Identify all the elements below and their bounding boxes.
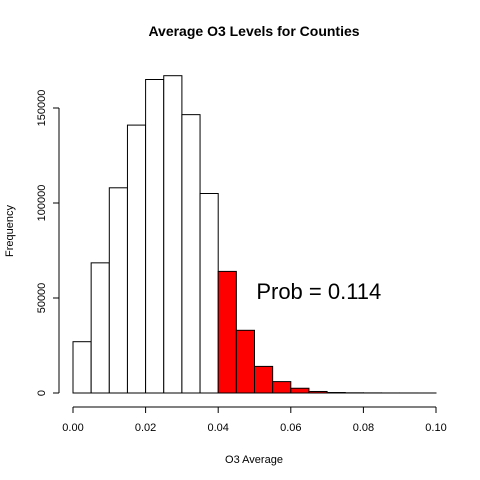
y-tick-label-0: 0 [36,390,48,396]
histogram-bar-8 [217,270,237,394]
histogram-bar-13 [308,390,328,394]
x-axis-label: O3 Average [225,454,283,466]
histogram-bar-1 [90,262,110,394]
histogram-bar-11 [272,381,292,394]
x-tick-label-0: 0.00 [62,422,83,434]
y-tick-label-2: 100000 [36,185,48,222]
histogram-bar-5 [163,75,183,394]
histogram-bar-10 [254,365,274,394]
histogram-bar-9 [235,329,256,394]
histogram-bar-2 [108,187,128,394]
histogram-bar-0 [72,341,92,394]
x-tick-label-3: 0.06 [280,422,301,434]
histogram-bar-4 [145,79,165,394]
x-tick-label-2: 0.04 [207,422,228,434]
y-axis: 0 50000 100000 150000 [36,90,60,396]
histogram-bar-7 [199,193,219,394]
probability-annotation: Prob = 0.114 [256,279,381,304]
x-axis: 0.00 0.02 0.04 0.06 0.08 0.10 [62,406,447,434]
y-tick-label-1: 50000 [36,283,48,314]
chart-title: Average O3 Levels for Counties [148,23,359,39]
x-tick-label-1: 0.02 [135,422,156,434]
y-tick-label-3: 150000 [36,90,48,127]
histogram-bar-6 [181,114,201,394]
x-tick-label-5: 0.10 [425,422,446,434]
histogram-bar-12 [290,387,310,394]
bars-group [72,75,437,394]
y-axis-label: Frequency [4,205,16,257]
x-tick-label-4: 0.08 [353,422,374,434]
histogram-bar-3 [126,124,147,394]
